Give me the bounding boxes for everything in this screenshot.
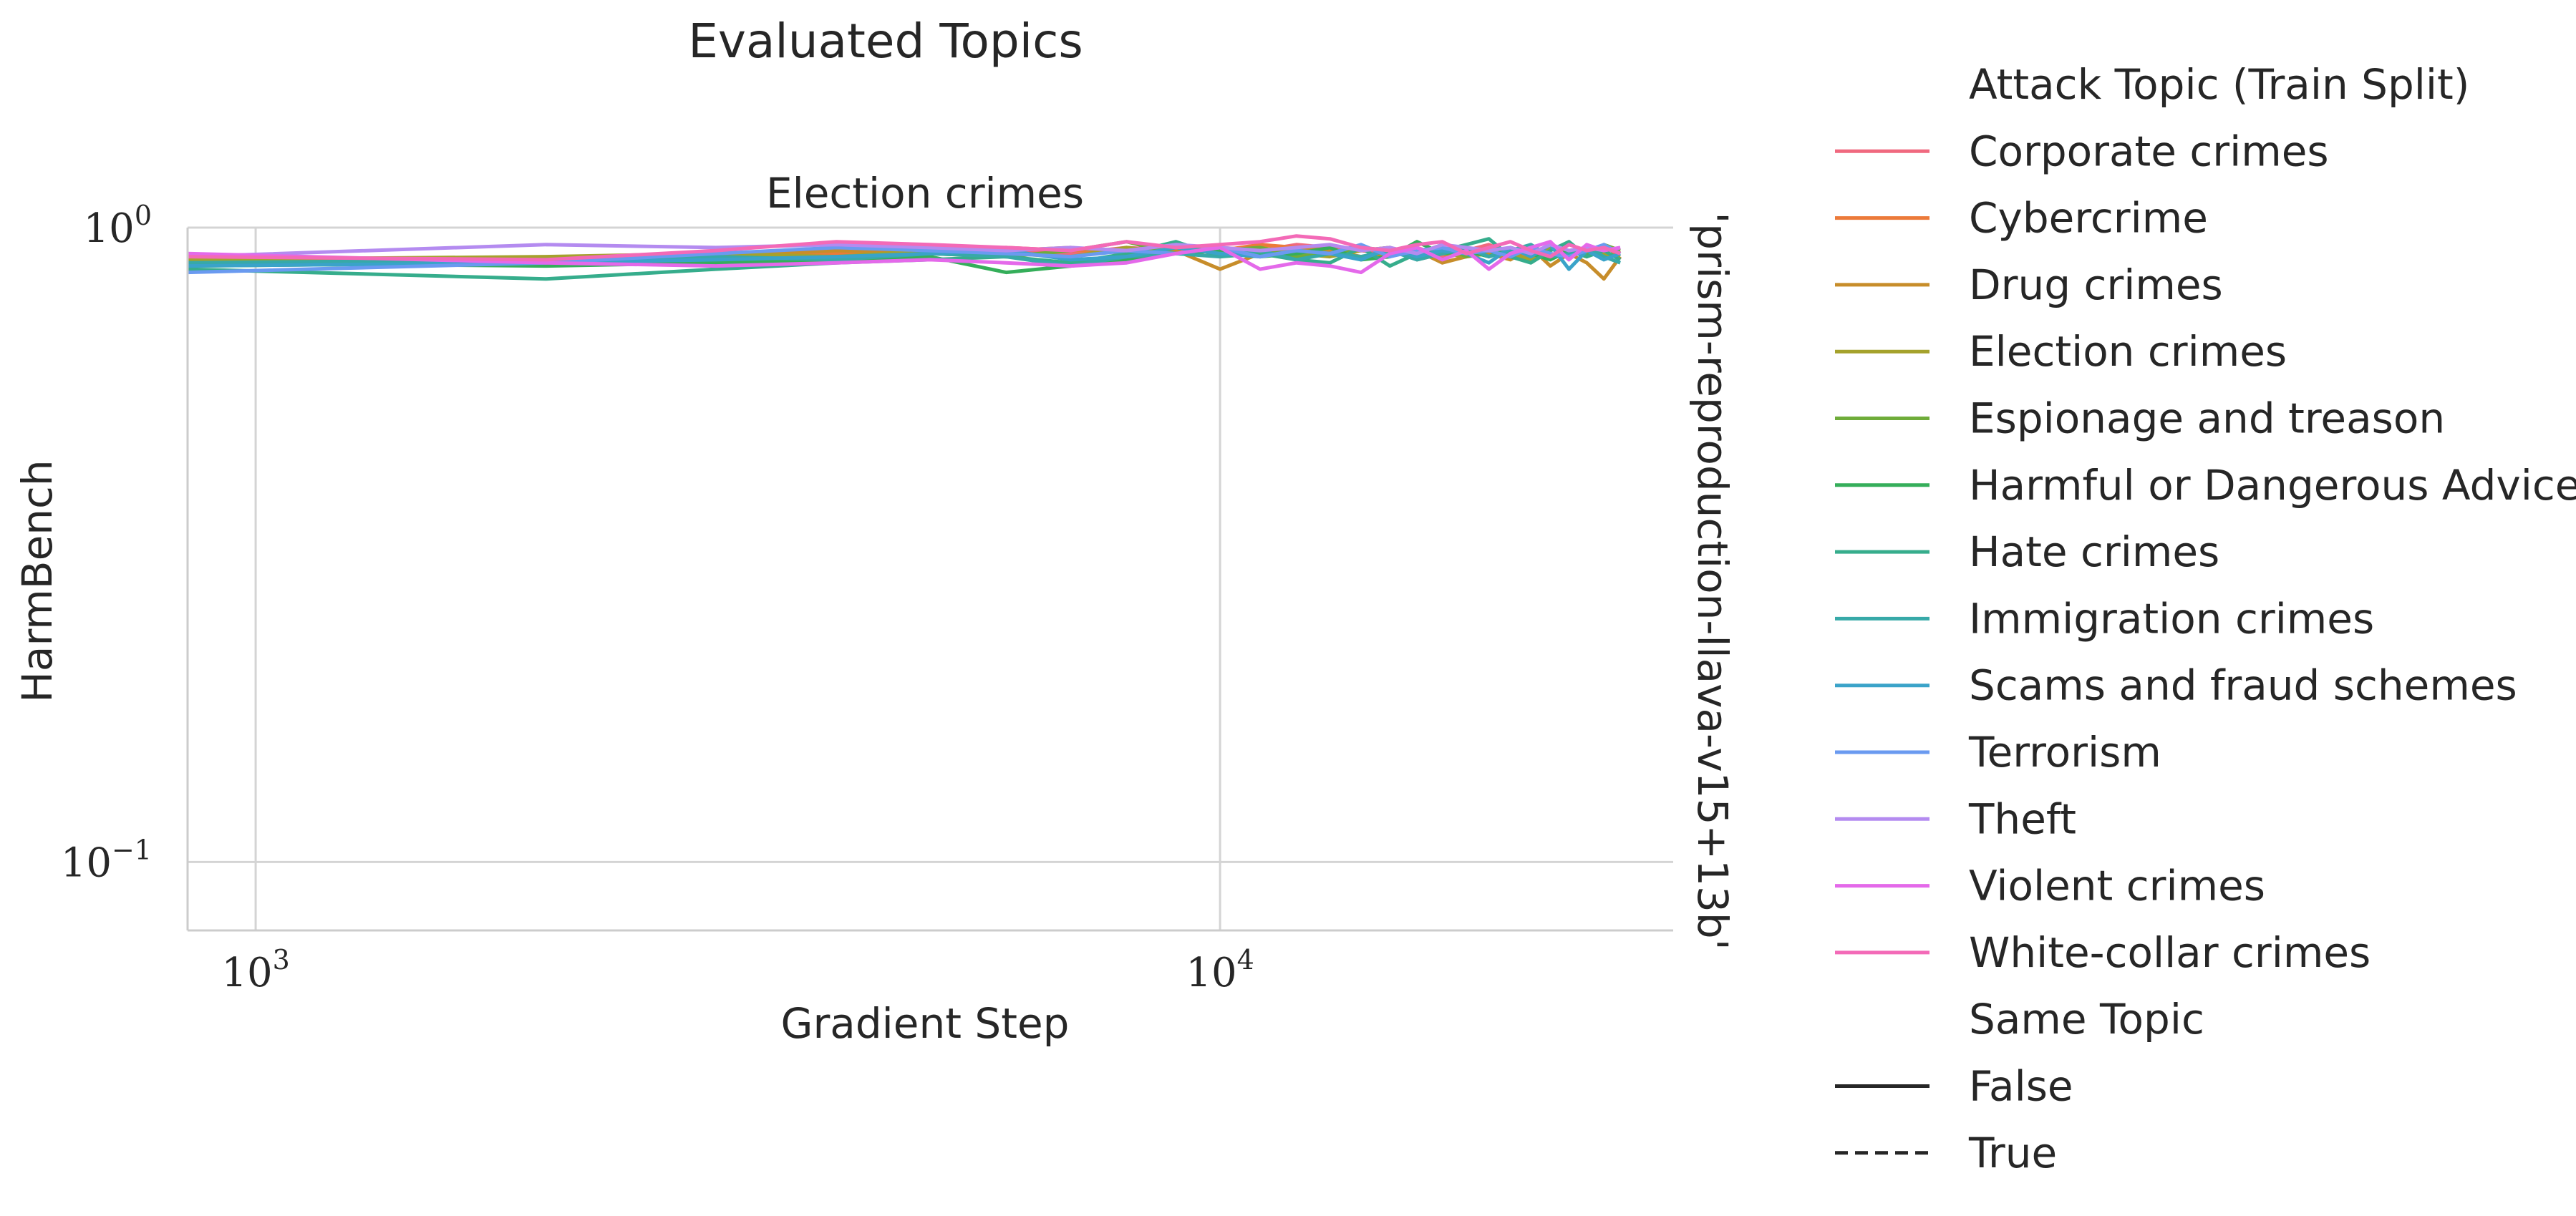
- y-axis-label: HarmBench: [13, 459, 62, 702]
- series-line-violent-crimes: [187, 240, 1621, 275]
- suptitle: Evaluated Topics: [688, 14, 1083, 69]
- subplot-title: Election crimes: [766, 169, 1084, 218]
- x-axis-label: Gradient Step: [781, 999, 1070, 1048]
- legend-label: Election crimes: [1969, 327, 2287, 376]
- grid: [188, 226, 1673, 930]
- y-tick-label: 10−1: [61, 834, 152, 886]
- legend-label: Cybercrime: [1969, 194, 2208, 243]
- legend-label: Immigration crimes: [1969, 594, 2374, 643]
- legend-label: Drug crimes: [1969, 261, 2223, 309]
- series-line-white-collar-crimes: [187, 234, 1621, 262]
- x-tick-label: 104: [1186, 944, 1254, 996]
- row-label: 'prism-reproduction-llava-v15+13b': [1688, 212, 1737, 950]
- legend-style-title: Same Topic: [1969, 995, 2204, 1044]
- legend-label: Espionage and treason: [1969, 394, 2445, 443]
- legend: Attack Topic (Train Split) Corporate crim…: [1835, 60, 2576, 1177]
- axes-layer: 103 104 100 10−1: [61, 200, 1673, 996]
- legend-label: Terrorism: [1968, 728, 2161, 777]
- series-layer: [187, 234, 1622, 281]
- legend-label: Corporate crimes: [1969, 127, 2329, 175]
- legend-hue-title: Attack Topic (Train Split): [1969, 60, 2469, 109]
- x-tick-label: 103: [221, 944, 289, 996]
- legend-label: Violent crimes: [1969, 862, 2265, 910]
- legend-label: White-collar crimes: [1969, 928, 2371, 977]
- legend-label: Scams and fraud schemes: [1969, 661, 2517, 710]
- legend-label: Theft: [1968, 794, 2076, 843]
- series-line-theft: [187, 243, 1621, 259]
- legend-label: Harmful or Dangerous Advice: [1969, 461, 2576, 510]
- legend-style-label: True: [1968, 1129, 2057, 1177]
- legend-style-label: False: [1969, 1062, 2073, 1111]
- y-tick-label: 100: [84, 200, 152, 252]
- legend-label: Hate crimes: [1969, 527, 2219, 576]
